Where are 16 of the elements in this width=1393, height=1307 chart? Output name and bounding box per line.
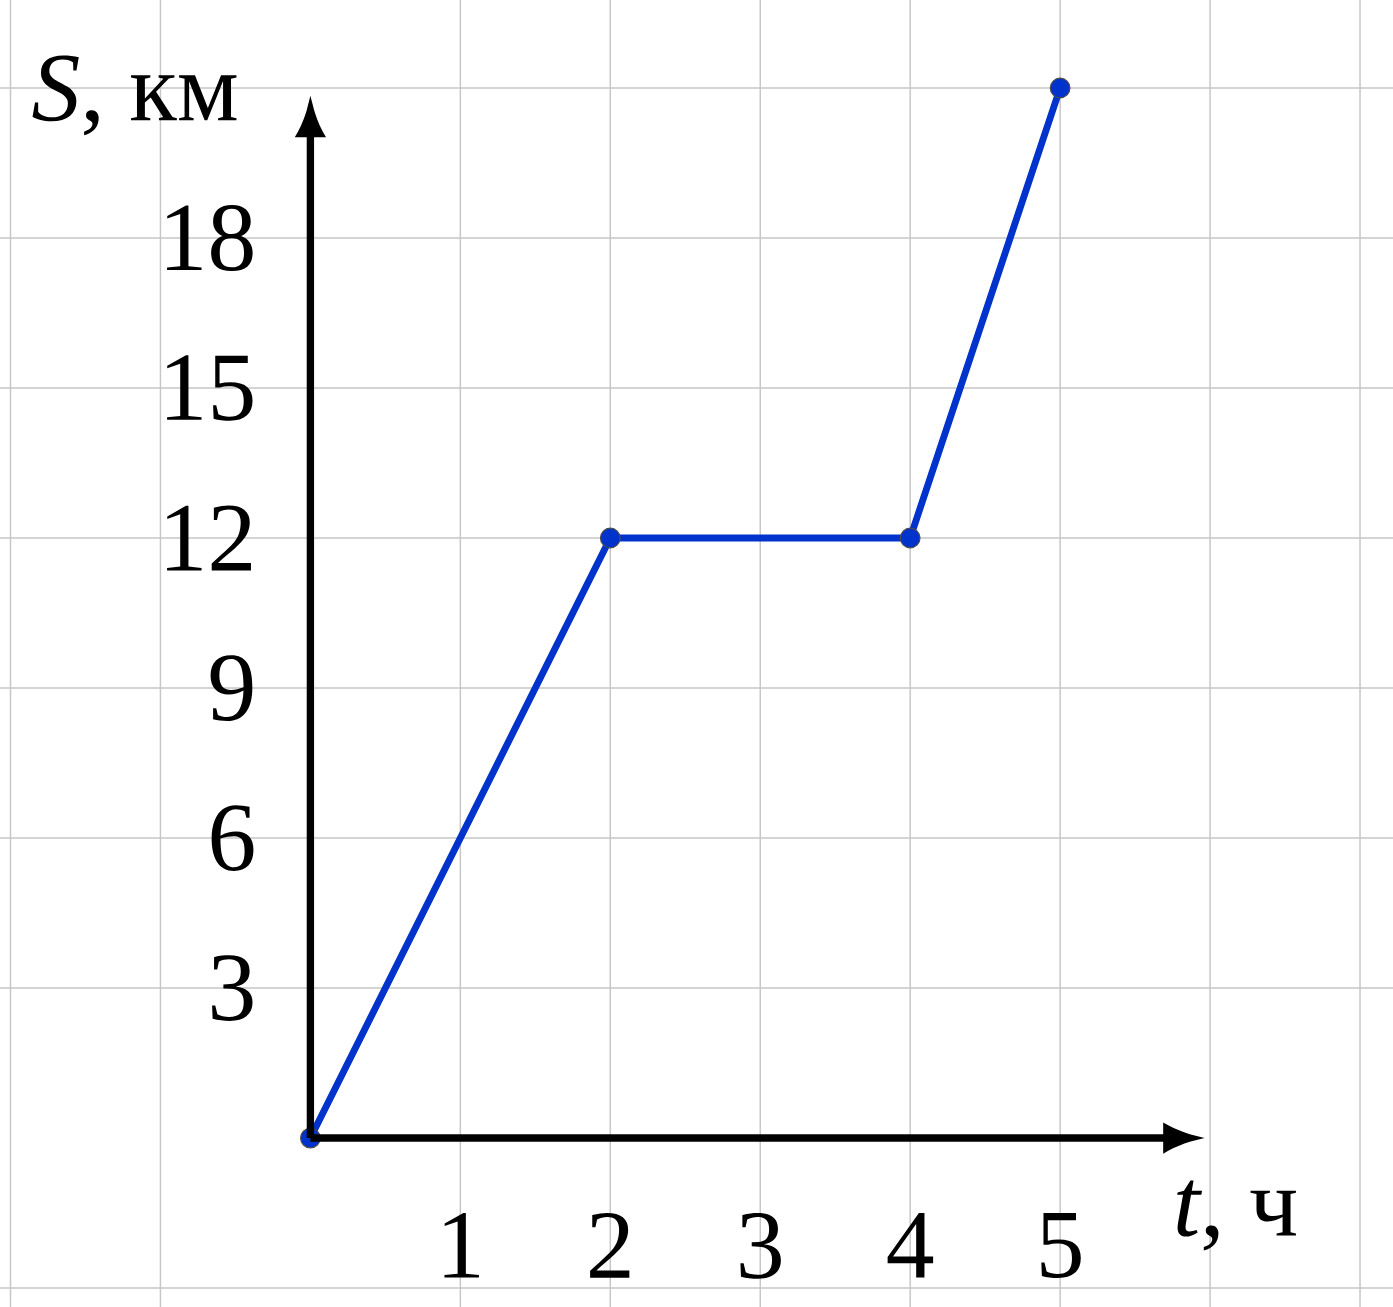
x-tick-label: 3 <box>740 1212 781 1279</box>
point <box>1049 77 1071 99</box>
x-tick-label: 4 <box>887 1212 934 1278</box>
y-tick-label: 9 <box>210 655 253 721</box>
y-axis-title: S, км <box>32 55 237 136</box>
x-axis-title: t, ч <box>1177 1180 1296 1251</box>
point <box>599 527 621 549</box>
y-tick-label: 6 <box>211 805 254 871</box>
x-tick-label: 1 <box>444 1212 479 1278</box>
point <box>899 527 921 549</box>
y-tick-label: 12 <box>167 505 251 571</box>
x-tick-label: 5 <box>1041 1212 1081 1279</box>
x-tick-label: 2 <box>590 1212 630 1278</box>
y-tick-label: 3 <box>212 955 253 1021</box>
y-tick-label: 18 <box>167 204 253 272</box>
y-tick-label: 15 <box>167 355 253 421</box>
